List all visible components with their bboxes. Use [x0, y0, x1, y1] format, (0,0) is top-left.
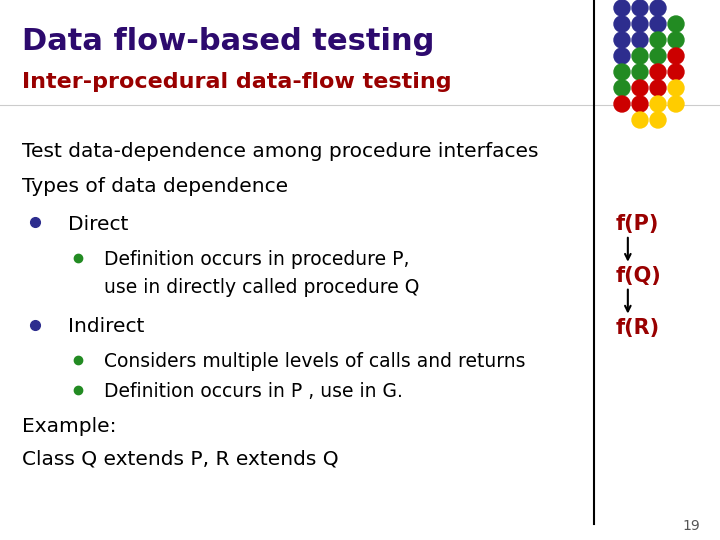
Circle shape: [650, 112, 666, 128]
Circle shape: [614, 96, 630, 112]
Text: Data flow-based testing: Data flow-based testing: [22, 28, 434, 57]
Circle shape: [668, 16, 684, 32]
Circle shape: [668, 48, 684, 64]
Circle shape: [632, 64, 648, 80]
Circle shape: [668, 96, 684, 112]
Circle shape: [632, 32, 648, 48]
Circle shape: [614, 64, 630, 80]
Text: f(R): f(R): [616, 318, 660, 338]
Text: Indirect: Indirect: [68, 317, 145, 336]
Circle shape: [632, 16, 648, 32]
Text: Direct: Direct: [68, 214, 129, 234]
Circle shape: [614, 0, 630, 16]
Text: Definition occurs in procedure P,: Definition occurs in procedure P,: [104, 249, 410, 269]
Circle shape: [632, 96, 648, 112]
Text: Class Q extends P, R extends Q: Class Q extends P, R extends Q: [22, 449, 338, 469]
Text: use in directly called procedure Q: use in directly called procedure Q: [104, 278, 420, 297]
Circle shape: [650, 48, 666, 64]
Text: Inter-procedural data-flow testing: Inter-procedural data-flow testing: [22, 72, 451, 92]
Circle shape: [650, 16, 666, 32]
Circle shape: [668, 64, 684, 80]
Circle shape: [650, 32, 666, 48]
Text: 19: 19: [683, 519, 700, 533]
Circle shape: [614, 80, 630, 96]
Text: f(Q): f(Q): [616, 266, 662, 287]
Text: Test data-dependence among procedure interfaces: Test data-dependence among procedure int…: [22, 141, 538, 161]
Circle shape: [650, 64, 666, 80]
Circle shape: [614, 48, 630, 64]
Circle shape: [632, 80, 648, 96]
Text: f(P): f(P): [616, 214, 659, 234]
Circle shape: [614, 16, 630, 32]
Circle shape: [650, 80, 666, 96]
Circle shape: [614, 32, 630, 48]
Text: Types of data dependence: Types of data dependence: [22, 177, 288, 196]
Circle shape: [632, 112, 648, 128]
Circle shape: [632, 0, 648, 16]
Circle shape: [650, 0, 666, 16]
Circle shape: [632, 48, 648, 64]
Text: Example:: Example:: [22, 417, 116, 436]
Circle shape: [668, 32, 684, 48]
Circle shape: [668, 80, 684, 96]
Circle shape: [650, 96, 666, 112]
Text: Definition occurs in P , use in G.: Definition occurs in P , use in G.: [104, 382, 403, 401]
Text: Considers multiple levels of calls and returns: Considers multiple levels of calls and r…: [104, 352, 526, 372]
